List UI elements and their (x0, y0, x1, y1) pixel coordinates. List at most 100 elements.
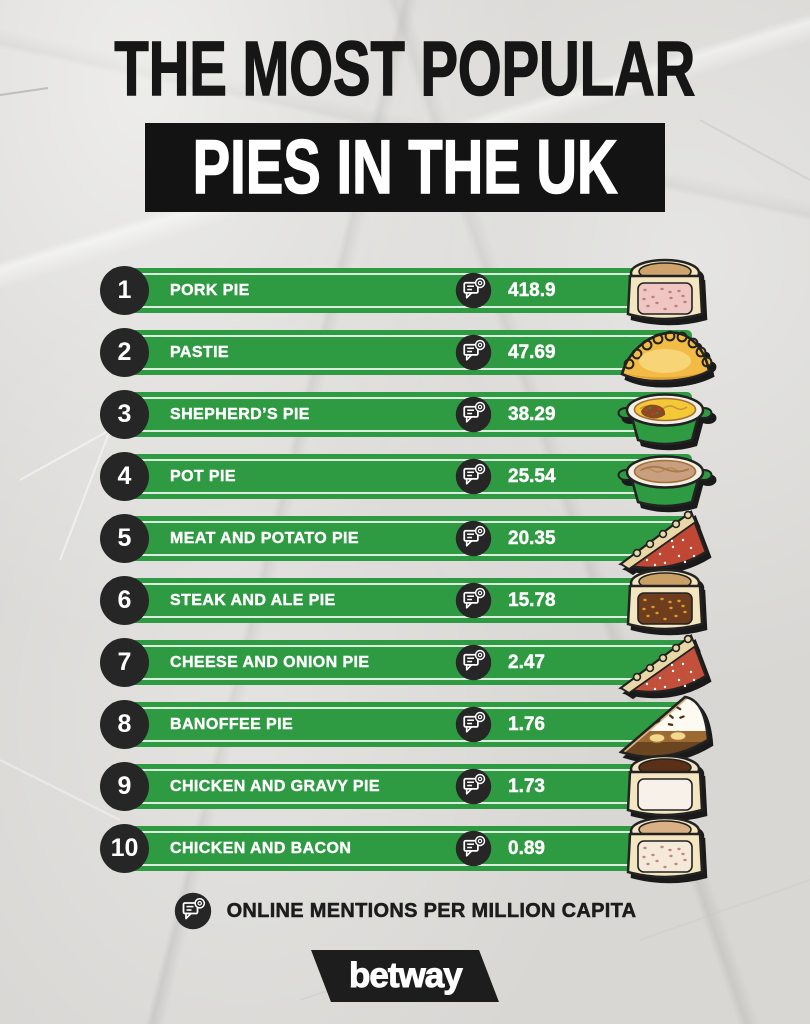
list-item: 8 BANOFFEE PIE 1.76 (0, 695, 810, 759)
rank-bar (110, 516, 692, 561)
cheese-and-onion-pie-illustration (615, 626, 715, 700)
rank-number: 6 (117, 586, 132, 614)
rank-number: 2 (117, 338, 132, 366)
pie-name-label: STEAK AND ALE PIE (170, 592, 336, 609)
bar-inset-line (115, 306, 687, 308)
rank-bar (110, 640, 692, 685)
mentions-icon (455, 582, 492, 619)
bar-inset-line (115, 583, 687, 585)
rank-bar (110, 578, 692, 623)
pot-pie-illustration (615, 440, 715, 514)
pie-name-label: PORK PIE (170, 282, 250, 299)
rank-bar (110, 268, 692, 313)
list-item: 7 CHEESE AND ONION PIE 2.47 (0, 634, 810, 695)
rank-number: 5 (117, 524, 132, 552)
rank-number: 3 (117, 400, 132, 428)
pasty-illustration (615, 316, 715, 390)
bar-inset-line (115, 554, 687, 556)
mentions-icon (455, 644, 492, 681)
pie-name-label: PASTIE (170, 344, 230, 361)
steak-and-ale-pie-illustration (615, 564, 715, 638)
mentions-icon (455, 334, 492, 371)
bar-inset-line (115, 802, 687, 804)
rank-badge: 7 (100, 638, 149, 687)
list-item: 5 MEAT AND POTATO PIE 20.35 (0, 510, 810, 571)
rank-badge: 8 (100, 700, 149, 749)
pie-name-label: SHEPHERD’S PIE (170, 406, 310, 423)
legend: ONLINE MENTIONS PER MILLION CAPITA (0, 892, 810, 930)
list-item: 3 SHEPHERD’S PIE 38.29 (0, 390, 810, 446)
rank-number: 10 (110, 834, 139, 862)
rank-number: 1 (117, 276, 132, 304)
rank-bar (110, 392, 692, 437)
rank-badge: 3 (100, 390, 149, 439)
ranking-list: 1 PORK PIE 418.9 2 PASTIE 47.69 3 SHEPHE… (0, 258, 810, 888)
mentions-icon (455, 458, 492, 495)
pie-name-label: MEAT AND POTATO PIE (170, 530, 359, 547)
mentions-icon (455, 272, 492, 309)
bar-inset-line (115, 335, 687, 337)
betway-logo-text: betway (348, 956, 462, 996)
list-item: 1 PORK PIE 418.9 (0, 258, 810, 321)
list-item: 2 PASTIE 47.69 (0, 328, 810, 383)
page-title-banner: PIES IN THE UK (145, 123, 665, 212)
page-title-line1: THE MOST POPULAR (114, 26, 696, 112)
bar-inset-line (115, 864, 687, 866)
rank-badge: 2 (100, 328, 149, 377)
bar-inset-line (115, 769, 687, 771)
bar-inset-line (115, 273, 687, 275)
banoffee-pie-illustration (615, 688, 715, 762)
footer: betway (0, 950, 810, 1002)
mentions-count: 20.35 (508, 528, 556, 549)
rank-bar (110, 454, 692, 499)
rank-bar (110, 330, 692, 375)
bar-inset-line (115, 521, 687, 523)
mentions-count: 0.89 (508, 838, 545, 859)
list-item: 4 POT PIE 25.54 (0, 452, 810, 508)
rank-badge: 4 (100, 452, 149, 501)
rank-badge: 5 (100, 514, 149, 563)
pie-name-label: CHEESE AND ONION PIE (170, 654, 370, 671)
page-title-line2: PIES IN THE UK (192, 124, 618, 211)
mentions-icon (455, 768, 492, 805)
rank-badge: 6 (100, 576, 149, 625)
bar-inset-line (115, 492, 687, 494)
rank-bar (110, 764, 692, 809)
mentions-count: 1.76 (508, 714, 545, 735)
bar-inset-line (115, 459, 687, 461)
rank-number: 7 (117, 648, 132, 676)
pie-name-label: CHICKEN AND GRAVY PIE (170, 778, 380, 795)
mentions-count: 2.47 (508, 652, 545, 673)
rank-bar (110, 702, 692, 747)
list-item: 10 CHICKEN AND BACON 0.89 (0, 816, 810, 879)
rank-bar (110, 826, 692, 871)
shepherds-pie-illustration (615, 378, 715, 452)
meat-and-potato-pie-illustration (615, 502, 715, 576)
list-item: 6 STEAK AND ALE PIE 15.78 (0, 568, 810, 631)
bar-inset-line (115, 430, 687, 432)
bar-inset-line (115, 397, 687, 399)
mentions-icon (455, 520, 492, 557)
bar-inset-line (115, 645, 687, 647)
chicken-and-bacon-pie-illustration (615, 812, 715, 886)
rank-number: 9 (117, 772, 132, 800)
mentions-icon (455, 706, 492, 743)
rank-number: 8 (117, 710, 132, 738)
bar-inset-line (115, 616, 687, 618)
legend-text: ONLINE MENTIONS PER MILLION CAPITA (226, 899, 637, 922)
bar-inset-line (115, 831, 687, 833)
pie-name-label: CHICKEN AND BACON (170, 840, 352, 857)
rank-badge: 1 (100, 266, 149, 315)
mentions-count: 1.73 (508, 776, 545, 797)
rank-badge: 9 (100, 762, 149, 811)
mentions-count: 47.69 (508, 342, 556, 363)
bar-inset-line (115, 368, 687, 370)
bar-inset-line (115, 707, 687, 709)
chicken-and-gravy-pie-illustration (615, 750, 715, 824)
pie-name-label: BANOFFEE PIE (170, 716, 294, 733)
mentions-count: 25.54 (508, 466, 556, 487)
mentions-icon (455, 830, 492, 867)
pork-pie-illustration (615, 254, 715, 328)
rank-number: 4 (117, 462, 132, 490)
